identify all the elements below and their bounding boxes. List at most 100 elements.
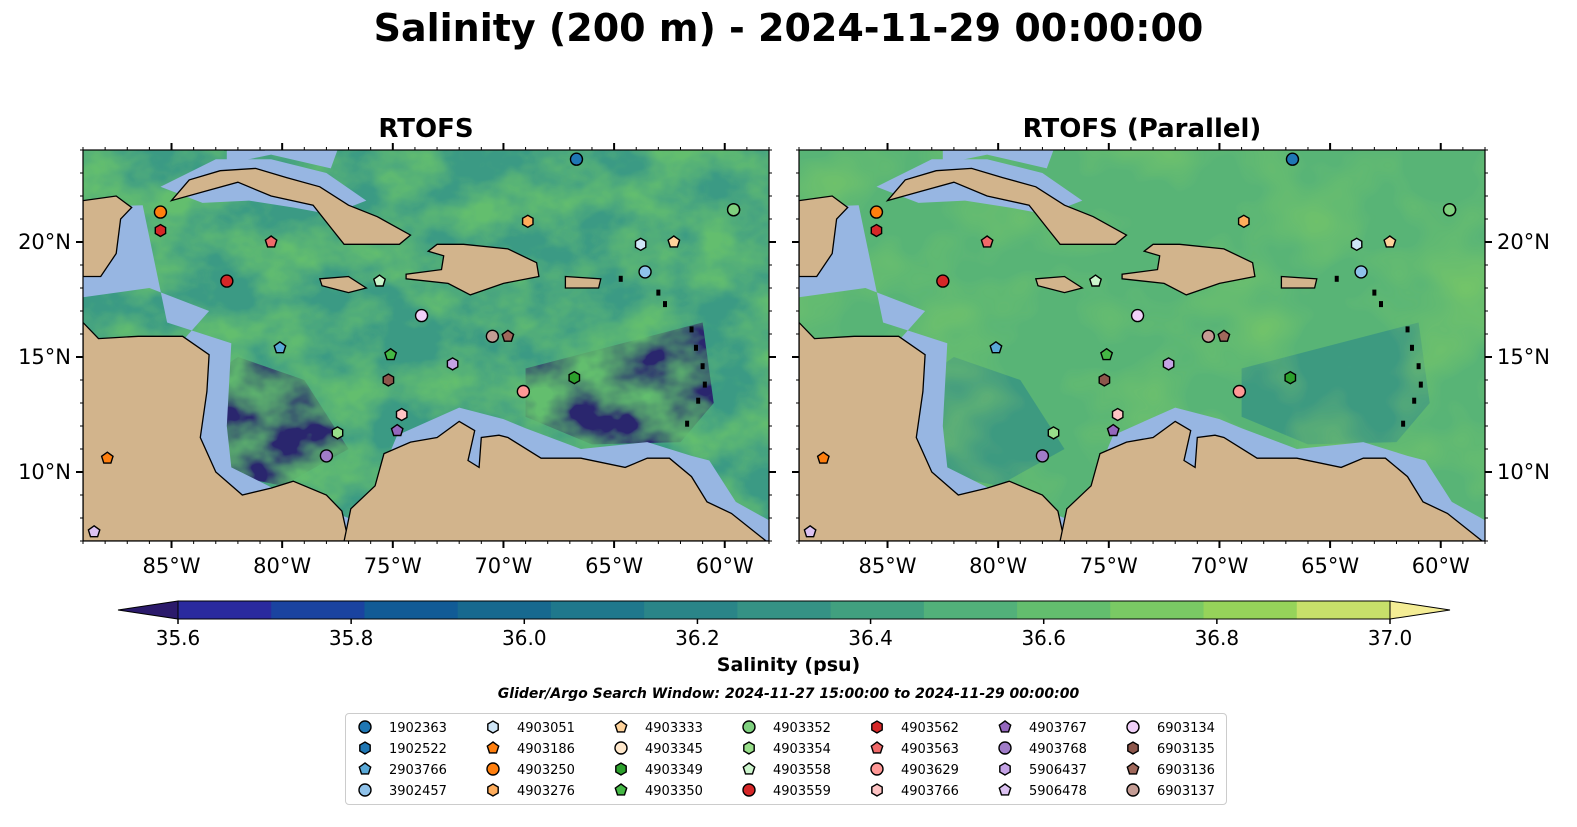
float-marker-1902363 [1285, 152, 1300, 166]
float-marker-4903766 [395, 407, 408, 422]
x-tick-label: 75°W [1080, 554, 1138, 578]
legend-marker [871, 783, 883, 797]
colorbar-segment [1296, 601, 1391, 619]
float-marker-2903766 [273, 340, 287, 354]
legend-item-4903562: 4903562 [871, 720, 959, 736]
continental-shelf [942, 150, 1054, 169]
colorbar-tick-label: 36.0 [502, 626, 547, 650]
legend-label: 4903350 [645, 784, 703, 799]
float-marker-4903629 [516, 384, 531, 399]
legend-label: 6903136 [1157, 763, 1215, 778]
float-legend: 1902363 1902522 2903766 3902457 4903051 49031… [345, 713, 1227, 805]
float-marker-4903563 [980, 235, 994, 248]
legend-label: 4903051 [517, 721, 575, 736]
x-tick-label: 75°W [364, 554, 422, 578]
float-marker-4903349 [1284, 370, 1297, 385]
land-cuba [169, 167, 412, 245]
legend-label: 6903137 [1157, 784, 1215, 799]
float-marker-4903352 [726, 203, 741, 217]
land-florida [223, 150, 266, 151]
legend-item-6903136: 6903136 [1126, 762, 1215, 778]
legend-item-4903766: 4903766 [871, 783, 959, 799]
legend-marker [742, 783, 756, 797]
island [1401, 420, 1406, 427]
colorbar: 35.6 35.8 36.0 36.2 36.4 36.6 36.8 37.0 [117, 600, 1451, 650]
legend-item-4903767: 4903767 [998, 720, 1087, 736]
land-puerto-rico [564, 275, 602, 289]
x-tick-label: 85°W [143, 554, 201, 578]
legend-item-4903559: 4903559 [742, 783, 831, 799]
legend-marker [487, 720, 499, 734]
legend-marker [486, 762, 500, 776]
colorbar-extend-high [1389, 600, 1451, 620]
legend-marker [742, 720, 756, 734]
legend-marker [1126, 720, 1140, 734]
float-marker-4903186 [816, 451, 830, 464]
figure-title: Salinity (200 m) - 2024-11-29 00:00:00 [373, 6, 1204, 50]
legend-label: 5906437 [1029, 763, 1087, 778]
y-tick-label: 10°N [1497, 460, 1550, 484]
legend-label: 2903766 [389, 763, 447, 778]
legend-label: 6903135 [1157, 742, 1215, 757]
island [689, 326, 694, 333]
float-marker-3902457 [638, 265, 652, 279]
legend-label: 6903134 [1157, 721, 1215, 736]
map-frame [82, 149, 770, 542]
legend-label: 4903352 [773, 721, 831, 736]
float-marker-4903250 [153, 205, 168, 219]
float-marker-4903350 [384, 347, 398, 361]
land-cuba [885, 167, 1128, 245]
float-marker-6903135 [382, 373, 395, 387]
legend-label: 4903276 [517, 784, 575, 799]
legend-marker [998, 741, 1012, 755]
island [693, 344, 698, 351]
float-marker-5906478 [87, 524, 101, 538]
legend-label: 1902363 [389, 721, 447, 736]
legend-label: 4903558 [773, 763, 831, 778]
legend-marker [358, 783, 372, 797]
colorbar-tick-label: 36.6 [1021, 626, 1066, 650]
legend-item-4903629: 4903629 [870, 762, 959, 778]
legend-label: 4903349 [645, 763, 703, 778]
legend-label: 4903186 [517, 742, 575, 757]
land-florida [939, 150, 982, 151]
land-south-america [1059, 420, 1485, 541]
colorbar-tick-label: 35.8 [329, 626, 374, 650]
island [685, 420, 690, 427]
legend-label: 4903629 [901, 763, 959, 778]
legend-marker [487, 783, 499, 797]
y-tick-label: 10°N [18, 460, 71, 484]
colorbar-segment [830, 601, 925, 619]
float-marker-3902457 [1354, 265, 1368, 279]
float-marker-6903136 [501, 329, 515, 342]
legend-marker [871, 720, 883, 734]
legend-label: 4903354 [773, 742, 831, 757]
y-tick-label: 15°N [1497, 345, 1550, 369]
panel-title-rtofs: RTOFS [378, 114, 474, 144]
float-marker-4903766 [1111, 407, 1124, 422]
island [662, 301, 667, 308]
y-tick-label: 20°N [18, 230, 71, 254]
float-marker-4903349 [568, 370, 581, 385]
y-tick-label: 15°N [18, 345, 71, 369]
legend-marker [486, 741, 500, 754]
legend-marker [358, 762, 372, 775]
legend-marker [358, 720, 372, 734]
float-marker-6903137 [485, 329, 500, 343]
legend-item-4903051: 4903051 [487, 720, 575, 736]
legend-item-4903352: 4903352 [742, 720, 831, 736]
continental-shelf [226, 150, 338, 169]
panel-title-rtofs-parallel: RTOFS (Parallel) [1022, 114, 1262, 144]
float-marker-4903350 [1100, 347, 1114, 361]
colorbar-segment [1203, 601, 1298, 619]
legend-item-4903276: 4903276 [487, 783, 575, 799]
land-central-america [799, 321, 1066, 541]
float-marker-6903134 [1130, 308, 1145, 323]
colorbar-segment [644, 601, 738, 619]
legend-item-4903349: 4903349 [615, 762, 703, 778]
float-marker-4903354 [331, 426, 344, 440]
float-marker-6903134 [414, 308, 429, 323]
legend-marker [998, 720, 1012, 733]
x-tick-label: 70°W [1190, 554, 1248, 578]
colorbar-segment [364, 601, 459, 619]
